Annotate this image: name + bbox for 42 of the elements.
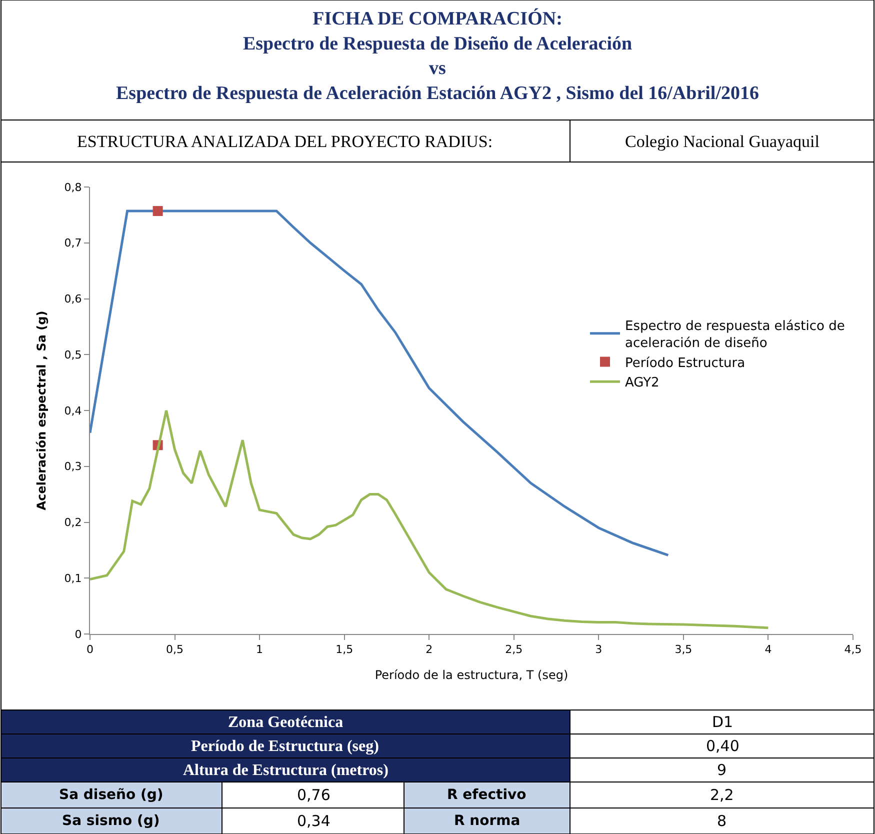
y-tick-label: 0 xyxy=(74,628,82,641)
x-tick-label: 0,5 xyxy=(166,643,184,656)
y-tick-label: 0,8 xyxy=(64,180,82,194)
x-tick-label: 3 xyxy=(595,643,602,656)
text: Altura de Estructura (metros) xyxy=(183,762,388,779)
x-tick-label: 1 xyxy=(256,643,264,656)
y-axis-title: Aceleración espectral , Sa (g) xyxy=(34,310,49,510)
text: 8 xyxy=(717,812,727,830)
x-tick-label: 3,5 xyxy=(674,643,692,656)
text: Período de Estructura (seg) xyxy=(191,738,379,755)
text: 9 xyxy=(717,761,727,779)
text: Zona Geotécnica xyxy=(228,714,344,731)
x-axis-title: Período de la estructura, T (seg) xyxy=(374,668,568,682)
y-tick-label: 0,2 xyxy=(64,516,82,530)
x-tick-label: 2 xyxy=(426,643,433,656)
legend-label: Espectro de respuesta elástico de aceleración de diseño xyxy=(625,319,845,351)
line-series xyxy=(90,409,770,630)
x-tick-label: 2,5 xyxy=(505,643,523,656)
y-tick-label: 0,7 xyxy=(64,236,82,250)
y-tick-label: 0,1 xyxy=(64,572,82,585)
y-tick-label: 0,6 xyxy=(64,292,82,306)
x-tick-label: 0 xyxy=(86,643,94,656)
text: R norma xyxy=(454,813,520,829)
text: Sa sismo (g) xyxy=(62,813,160,829)
y-tick-label: 0,4 xyxy=(64,404,82,418)
text: ESTRUCTURA ANALIZADA DEL PROYECTO RADIUS: xyxy=(77,132,493,151)
x-tick-label: 4 xyxy=(764,643,772,656)
legend-label: Período Estructura xyxy=(625,356,746,371)
x-tick-label: 4,5 xyxy=(844,643,862,656)
text: Sa diseño (g) xyxy=(59,787,164,803)
text: D1 xyxy=(712,713,734,731)
y-tick-label: 0,5 xyxy=(64,348,82,362)
text: Colegio Nacional Guayaquil xyxy=(625,132,820,151)
text: 0,34 xyxy=(297,812,330,830)
text: 0,40 xyxy=(706,737,740,755)
text: 0,76 xyxy=(297,786,330,804)
x-tick-label: 1,5 xyxy=(336,643,354,656)
legend-label: AGY2 xyxy=(625,376,660,391)
text: 2,2 xyxy=(710,786,734,804)
chart-title: FICHA DE COMPARACIÓN: Espectro de Respuesta de Diseño de Aceleración vs Espectro de Respuesta de Aceleración Estación AGY2 , Sismo del 16/Abril/2016 xyxy=(116,8,759,104)
y-tick-label: 0,3 xyxy=(64,460,82,474)
text: R efectivo xyxy=(447,787,527,803)
